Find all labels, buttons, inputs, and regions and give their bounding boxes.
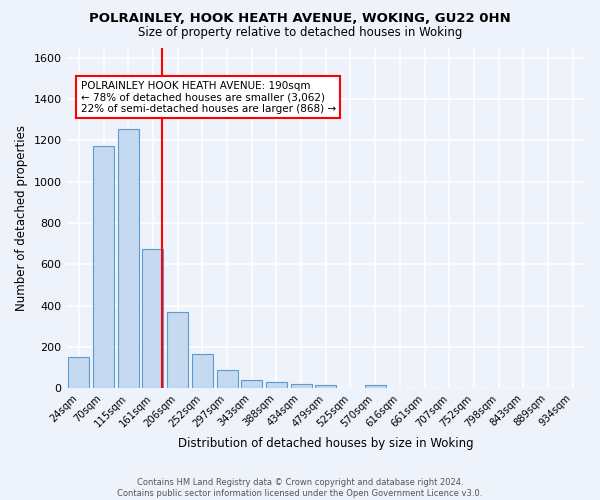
Bar — [167, 312, 188, 388]
Bar — [118, 129, 139, 388]
Y-axis label: Number of detached properties: Number of detached properties — [15, 125, 28, 311]
Text: Contains HM Land Registry data © Crown copyright and database right 2024.
Contai: Contains HM Land Registry data © Crown c… — [118, 478, 482, 498]
Bar — [217, 370, 238, 388]
Bar — [192, 354, 213, 388]
Bar — [142, 249, 163, 388]
Bar — [93, 146, 114, 388]
Bar — [241, 380, 262, 388]
Text: POLRAINLEY, HOOK HEATH AVENUE, WOKING, GU22 0HN: POLRAINLEY, HOOK HEATH AVENUE, WOKING, G… — [89, 12, 511, 26]
Bar — [315, 385, 336, 388]
Bar — [266, 382, 287, 388]
Bar — [290, 384, 311, 388]
Text: Size of property relative to detached houses in Woking: Size of property relative to detached ho… — [138, 26, 462, 39]
Bar — [365, 386, 386, 388]
Bar — [68, 357, 89, 388]
X-axis label: Distribution of detached houses by size in Woking: Distribution of detached houses by size … — [178, 437, 473, 450]
Text: POLRAINLEY HOOK HEATH AVENUE: 190sqm
← 78% of detached houses are smaller (3,062: POLRAINLEY HOOK HEATH AVENUE: 190sqm ← 7… — [80, 80, 336, 114]
